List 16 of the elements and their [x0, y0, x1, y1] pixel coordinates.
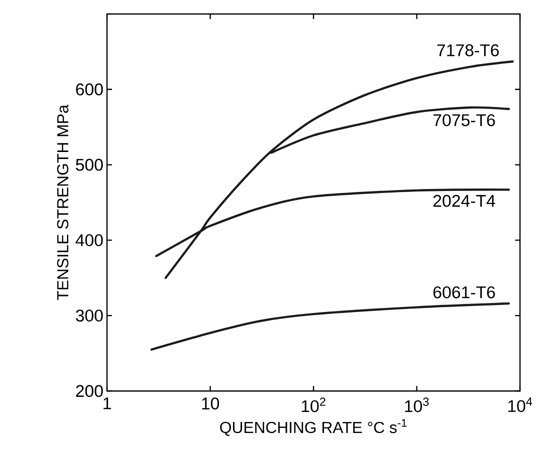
y-tick-label: 600 [76, 83, 103, 96]
series-label: 2024-T4 [433, 194, 496, 207]
x-tick-label: 10$^{4}$ [508, 398, 532, 412]
x-tick-label: 1 [104, 398, 111, 410]
series-label: 7075-T6 [433, 114, 495, 126]
y-tick-label: 300 [76, 310, 103, 322]
series-label: 6061-T6 [433, 286, 495, 298]
x-tick-label: 10$^{3}$ [405, 398, 429, 412]
y-tick-label: 200 [76, 384, 103, 397]
x-tick-label: 10$^{2}$ [302, 398, 326, 412]
x-tick-label: 10 [202, 398, 220, 410]
y-axis-title: TENSILE STRENGTH MPa [57, 104, 68, 300]
y-tick-label: 400 [76, 234, 103, 246]
y-tick-label: 500 [76, 158, 103, 171]
x-axis-title: QUENCHING RATE °C s$^{-1}$ [220, 419, 407, 436]
series-label: 7178-T6 [437, 44, 499, 56]
